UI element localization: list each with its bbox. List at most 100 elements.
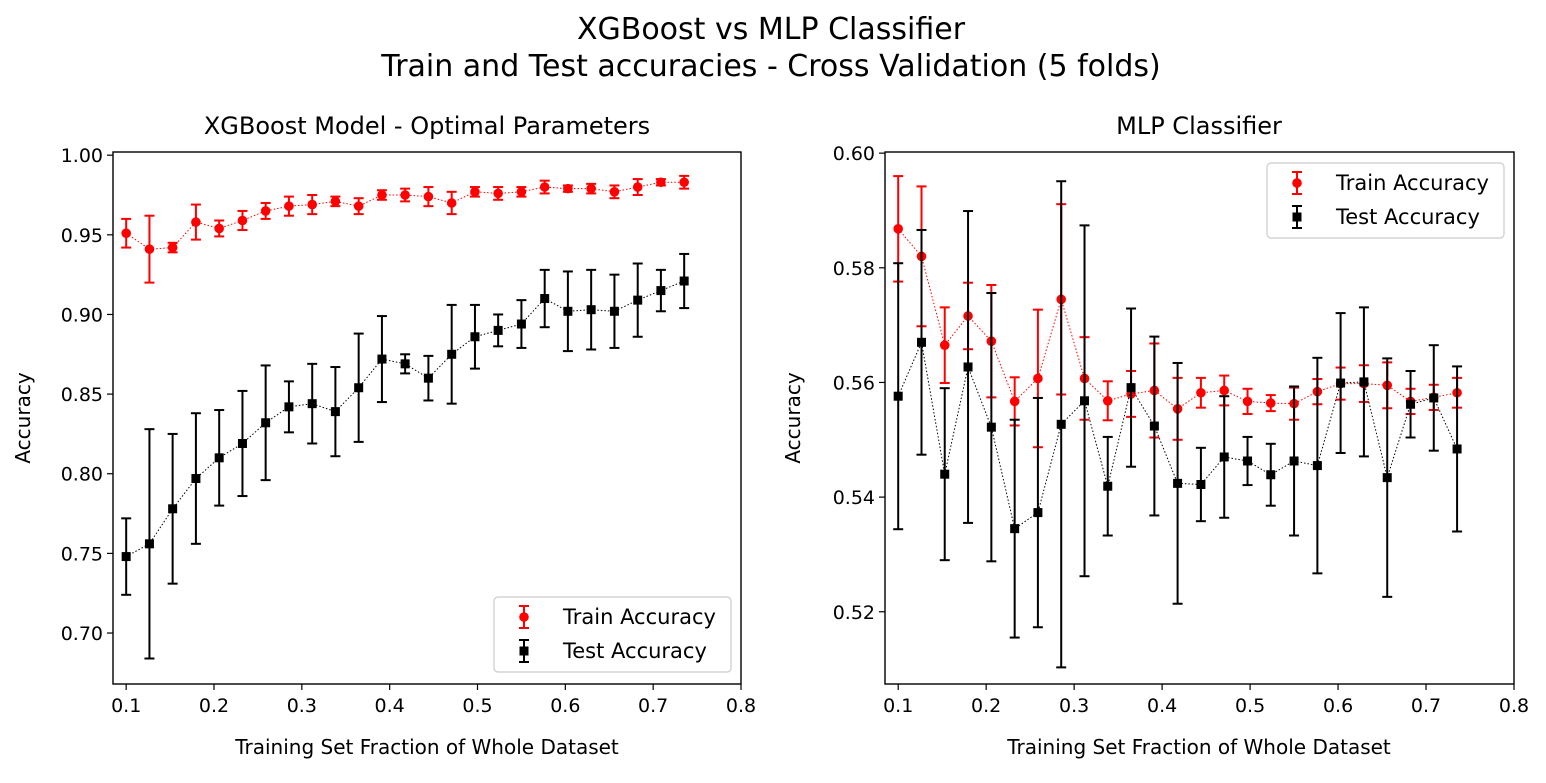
mlp-test-accuracy-point [1359,377,1369,387]
mlp-train-accuracy-point [1102,396,1113,406]
xgboost-y-tick-label: 0.70 [61,623,103,645]
mlp-test-accuracy-point [940,469,950,479]
xgboost-legend-train-accuracy-marker [519,612,529,622]
xgboost-train-accuracy-point [539,182,550,192]
xgboost-train-accuracy-point [167,242,178,253]
xgboost-train-accuracy-point [307,199,318,210]
xgboost-train-accuracy-point [679,177,689,188]
xgboost-test-accuracy-point [609,306,619,316]
mlp-test-accuracy-point [986,422,996,432]
xgboost-train-accuracy-point [377,190,387,200]
xgboost-test-accuracy-point [540,294,550,304]
mlp-test-accuracy-point [1382,473,1392,483]
xgboost-test-accuracy-point [470,332,480,342]
xgboost-train-accuracy-point [446,198,457,208]
mlp-train-accuracy-point [1219,385,1230,396]
xgboost-test-accuracy-point [679,276,689,286]
xgboost-train-accuracy-point [121,228,131,239]
mlp-test-accuracy-point [893,391,903,401]
xgboost-x-tick-label: 0.2 [199,695,229,717]
mlp-test-accuracy-point [1406,399,1416,409]
mlp-x-axis-label: Training Set Fraction of Whole Dataset [1006,735,1391,759]
mlp-test-accuracy-point [1103,481,1113,491]
xgboost-test-accuracy-line [125,280,685,558]
xgboost-legend-test-accuracy-marker [519,646,529,656]
mlp-test-accuracy-point [1219,452,1229,462]
mlp-x-tick-label: 0.4 [1147,695,1177,717]
mlp-legend: Train Accuracy Test Accuracy [1266,162,1505,239]
xgboost-train-accuracy-point [586,183,596,194]
xgboost-y-tick-label: 0.75 [61,543,103,565]
mlp-test-accuracy-point [1126,383,1136,393]
xgboost-train-accuracy-point [470,187,480,197]
xgboost-test-accuracy-point [121,552,131,562]
mlp-test-accuracy-point [1452,444,1462,454]
xgboost-train-accuracy-point [191,217,201,227]
xgboost-x-tick-label: 0.6 [550,695,580,717]
mlp-train-accuracy-point [1265,398,1276,408]
xgboost-test-accuracy-point [168,504,178,514]
xgboost-test-accuracy-point [191,474,201,484]
xgboost-train-accuracy-point [214,223,224,234]
mlp-test-accuracy-point [1149,421,1159,431]
xgboost-x-tick-label: 0.1 [111,695,141,717]
xgboost-test-accuracy-point [400,359,410,369]
xgboost-test-accuracy-point [261,418,271,428]
mlp-legend-train-accuracy-label: Train Accuracy [1335,171,1489,195]
mlp-y-tick-label: 0.58 [833,258,875,280]
xgboost-x-tick-label: 0.3 [287,695,317,717]
mlp-x-tick-label: 0.2 [971,695,1001,717]
xgboost-train-accuracy-point [144,244,155,254]
xgboost-x-tick-label: 0.8 [726,695,756,717]
xgboost-test-accuracy-point [516,319,526,329]
xgboost-plot-area [121,174,690,660]
xgboost-train-accuracy-point [353,201,364,211]
mlp-train-accuracy-point [1033,373,1043,384]
mlp-legend-test-accuracy-marker [1292,212,1302,222]
xgboost-train-accuracy-point [400,190,410,200]
mlp-x-tick-label: 0.3 [1059,695,1089,717]
mlp-test-accuracy-point [1056,419,1066,429]
xgboost-x-tick-label: 0.4 [375,695,405,717]
xgboost-y-tick-label: 0.95 [61,225,103,247]
figure-title-line2: Train and Test accuracies - Cross Valida… [380,49,1160,84]
xgboost-legend: Train Accuracy Test Accuracy [493,596,732,673]
xgboost-train-accuracy-point [330,196,341,207]
xgboost-test-accuracy-point [214,453,224,463]
mlp-train-accuracy-point [939,340,950,350]
mlp-train-accuracy-point [1196,387,1206,398]
mlp-legend-test-accuracy-label: Test Accuracy [1335,205,1480,229]
mlp-test-accuracy-point [1289,456,1299,466]
xgboost-axes-frame [112,151,742,685]
xgboost-train-accuracy-point [656,177,666,188]
xgboost-test-accuracy-point [237,438,247,448]
mlp-test-accuracy-point [1080,396,1090,406]
xgboost-test-accuracy-point [586,305,596,315]
mlp-y-tick-label: 0.52 [833,602,875,624]
xgboost-y-tick-label: 0.90 [61,304,103,326]
mlp-test-accuracy-point [1266,470,1276,480]
mlp-test-accuracy-point [1173,478,1183,488]
xgboost-test-accuracy-point [633,295,643,305]
mlp-x-tick-label: 0.7 [1411,695,1441,717]
xgboost-chart-title: XGBoost Model - Optimal Parameters [204,112,650,140]
mlp-test-accuracy-point [1196,480,1206,489]
xgboost-test-accuracy-point [307,399,317,409]
mlp-y-tick-label: 0.56 [833,372,875,394]
xgboost-test-accuracy-point [447,349,457,359]
mlp-y-tick-label: 0.60 [833,143,875,165]
mlp-test-accuracy-point [1429,393,1439,403]
mlp-test-accuracy-point [1336,378,1346,388]
xgboost-test-accuracy-point [284,402,294,412]
xgboost-train-accuracy-point [493,188,503,199]
xgboost-test-accuracy-point [656,286,666,296]
mlp-test-accuracy-point [1312,461,1322,471]
mlp-legend-train-accuracy-marker [1292,178,1302,188]
mlp-plot-area [893,175,1463,669]
mlp-train-accuracy-point [1009,396,1020,407]
xgboost-train-accuracy-point [632,182,643,192]
mlp-ticks: 0.1 0.2 0.3 0.4 0.5 0.6 0.7 0.8 0.52 0.54 0.56 0.58… [833,143,1529,717]
mlp-x-tick-label: 0.5 [1235,695,1265,717]
mlp-axes-frame [884,151,1515,685]
xgboost-ticks: 0.1 0.2 0.3 0.4 0.5 0.6 0.7 0.8 0.70 0.75 0.80 0.85… [61,145,756,717]
